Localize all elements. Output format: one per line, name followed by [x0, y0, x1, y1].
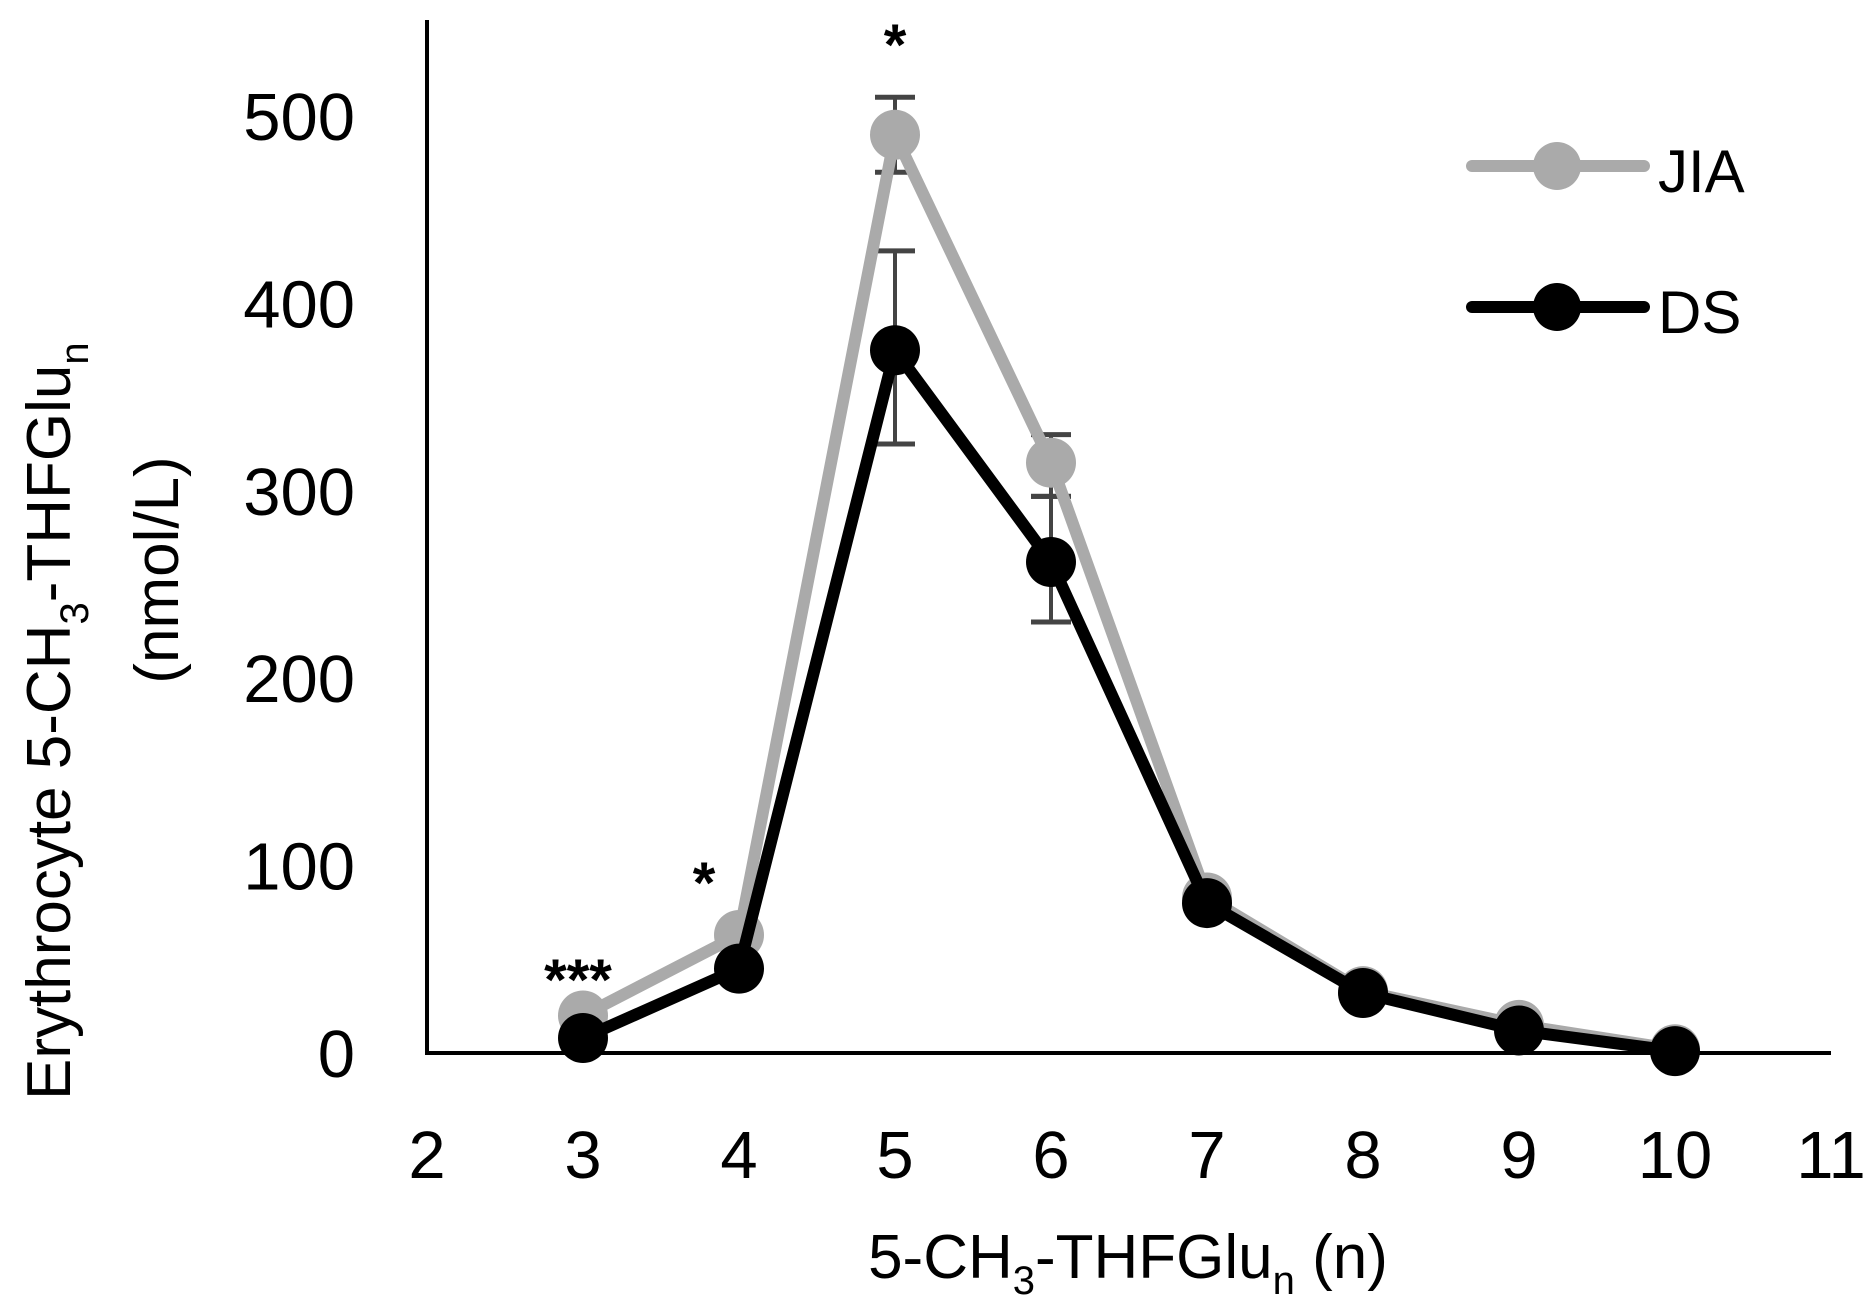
data-point-marker: [1182, 878, 1232, 929]
svg-text:DS: DS: [1658, 279, 1741, 346]
legend-item-jia: JIA: [1466, 138, 1745, 205]
ds-marker-icon: [1533, 283, 1581, 331]
significance-annotations: *****: [544, 13, 907, 1013]
x-tick-label: 4: [720, 1118, 757, 1193]
y-axis-label: Erythrocyte 5-CH3-THFGlun: [15, 342, 97, 1100]
significance-marker: *: [693, 851, 716, 916]
x-tick-label: 3: [564, 1118, 601, 1193]
legend-item-ds: DS: [1466, 279, 1741, 346]
significance-marker: ***: [544, 948, 612, 1013]
data-point-marker: [870, 109, 920, 160]
data-point-marker: [1494, 1005, 1544, 1056]
legend: JIA DS: [1466, 138, 1745, 346]
x-tick-label: 5: [876, 1118, 913, 1193]
y-tick-label: 0: [318, 1017, 355, 1092]
data-point-marker: [1026, 537, 1076, 588]
data-point-marker: [714, 943, 764, 994]
x-tick-label: 7: [1188, 1118, 1225, 1193]
x-tick-label: 6: [1032, 1118, 1069, 1193]
line-ds: [580, 344, 1676, 1058]
y-tick-label: 200: [243, 642, 355, 717]
data-point-marker: [1338, 968, 1388, 1019]
y-tick-label: 300: [243, 455, 355, 530]
series-ds: [558, 325, 1700, 1077]
data-point-marker: [1650, 1026, 1700, 1077]
jia-marker-icon: [1533, 142, 1581, 190]
x-axis-label: 5-CH3-THFGlun (n): [868, 1223, 1388, 1303]
y-tick-label: 400: [243, 267, 355, 342]
x-tick-label: 9: [1500, 1118, 1537, 1193]
data-point-marker: [870, 325, 920, 376]
y-tick-label: 500: [243, 80, 355, 155]
significance-marker: *: [884, 13, 907, 78]
x-tick-label: 10: [1638, 1118, 1713, 1193]
x-tick-label: 11: [1796, 1118, 1866, 1193]
x-tick-label: 2: [408, 1118, 445, 1193]
x-axis-ticks: 2 3 4 5 6 7 8 9 10 11: [408, 1118, 1865, 1193]
y-axis-ticks: 0 100 200 300 400 500: [243, 80, 355, 1092]
series-jia: [558, 109, 1700, 1075]
data-point-marker: [558, 1013, 608, 1064]
y-tick-label: 100: [243, 830, 355, 905]
svg-text:JIA: JIA: [1658, 138, 1745, 205]
x-tick-label: 8: [1344, 1118, 1381, 1193]
y-axis-unit-label: (nmol/L): [123, 456, 192, 683]
data-point-marker: [1026, 437, 1076, 488]
